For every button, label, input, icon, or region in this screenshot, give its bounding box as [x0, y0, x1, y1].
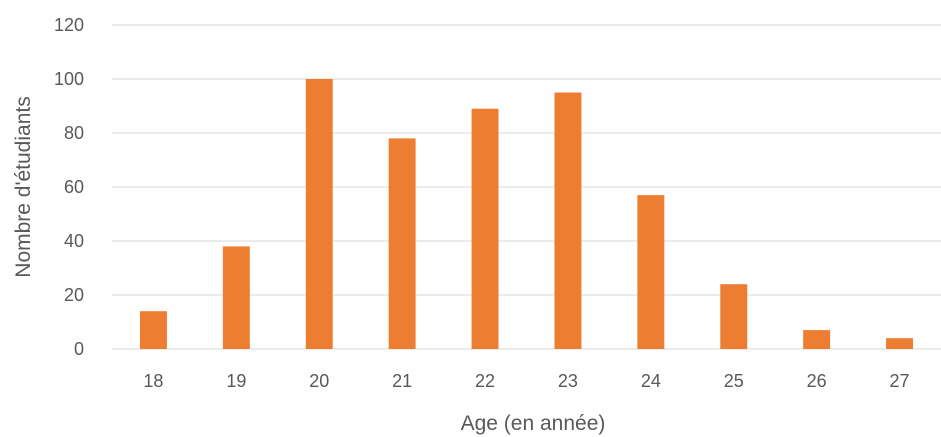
- x-tick-label-22: 22: [475, 371, 495, 391]
- y-axis-title: Nombre d'étudiants: [12, 96, 35, 277]
- y-tick-label-80: 80: [64, 123, 84, 143]
- bar-20: [305, 79, 333, 349]
- bar-23: [554, 92, 582, 349]
- gridlines: [112, 24, 941, 350]
- bar-25: [720, 284, 748, 349]
- y-tick-label-120: 120: [54, 15, 84, 35]
- bar-22: [471, 108, 499, 349]
- x-tick-label-20: 20: [309, 371, 329, 391]
- x-tick-label-23: 23: [558, 371, 578, 391]
- x-tick-label-26: 26: [807, 371, 827, 391]
- x-tick-labels: 18 19 20 21 22 23 24 25 26 27: [143, 371, 909, 391]
- bar-24: [637, 195, 665, 349]
- bars: [139, 79, 914, 349]
- y-tick-label-20: 20: [64, 285, 84, 305]
- y-tick-labels: 0 20 40 60 80 100 120: [54, 15, 84, 359]
- bar-21: [388, 138, 416, 349]
- x-tick-label-18: 18: [143, 371, 163, 391]
- bar-18: [139, 311, 167, 349]
- x-tick-label-19: 19: [226, 371, 246, 391]
- x-tick-label-27: 27: [890, 371, 910, 391]
- bar-27: [886, 338, 914, 349]
- bar-19: [222, 246, 250, 349]
- x-tick-label-24: 24: [641, 371, 661, 391]
- y-tick-label-0: 0: [74, 339, 84, 359]
- y-tick-label-60: 60: [64, 177, 84, 197]
- y-tick-label-100: 100: [54, 69, 84, 89]
- x-tick-label-25: 25: [724, 371, 744, 391]
- x-tick-label-21: 21: [392, 371, 412, 391]
- bar-26: [803, 330, 831, 349]
- y-tick-label-40: 40: [64, 231, 84, 251]
- x-axis-title: Age (en année): [461, 412, 606, 435]
